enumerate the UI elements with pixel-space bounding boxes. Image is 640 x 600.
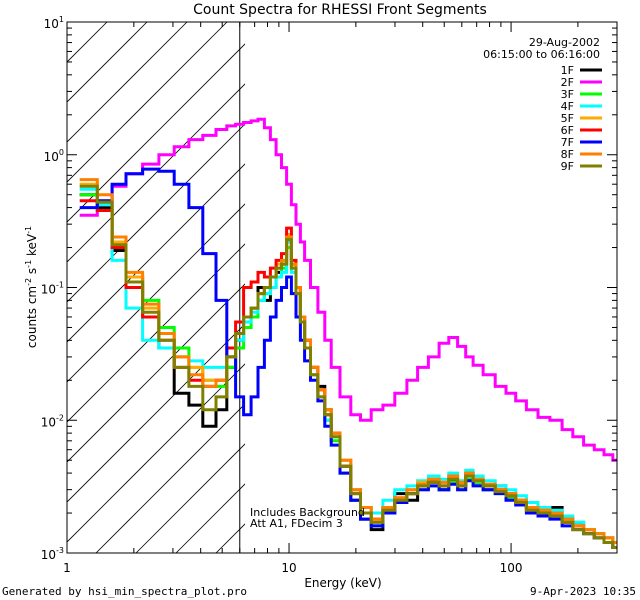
- chart-title: Count Spectra for RHESSI Front Segments: [193, 2, 487, 18]
- hatch-line: [67, 163, 245, 343]
- y-tick-label: 101: [44, 15, 64, 31]
- hatch-line: [67, 363, 245, 543]
- generated-by-label: Generated by hsi_min_spectra_plot.pro: [2, 585, 247, 598]
- x-tick-label: 1: [63, 561, 71, 575]
- hatch-line: [67, 22, 228, 183]
- hatch-line: [67, 43, 245, 223]
- series-line-8F: [79, 178, 617, 544]
- time-range-label: 06:15:00 to 06:16:00: [483, 48, 600, 61]
- series-line-9F: [79, 184, 617, 549]
- hatch-line: [67, 323, 245, 503]
- y-tick-labels: 10-3 10-2 10-1 100 101: [41, 15, 64, 562]
- series-line-2F: [79, 117, 617, 462]
- y-tick-label: 10-1: [41, 281, 64, 297]
- x-tick-label: 10: [281, 561, 296, 575]
- x-axis-label: Energy (keV): [304, 576, 381, 590]
- legend-label: 6F: [561, 124, 574, 137]
- annotation-attenuator: Att A1, FDecim 3: [250, 517, 343, 530]
- legend-label: 5F: [561, 112, 574, 125]
- x-tick-labels: 1 10 100: [63, 561, 522, 575]
- hatch-line: [67, 123, 245, 303]
- hatch-line: [67, 283, 245, 463]
- legend-label: 3F: [561, 88, 574, 101]
- legend-label: 2F: [561, 76, 574, 89]
- axis-ticks: [66, 21, 618, 554]
- y-axis-label: counts cm-2 s-1 keV-1: [24, 226, 39, 348]
- y-tick-label: 10-2: [41, 413, 64, 429]
- legend-label: 4F: [561, 100, 574, 113]
- hatch-line: [135, 443, 245, 553]
- hatch-line: [67, 203, 245, 383]
- legend-label: 7F: [561, 136, 574, 149]
- series-lines: [79, 117, 617, 549]
- hatch-line: [67, 83, 245, 263]
- timestamp-label: 9-Apr-2023 10:35: [530, 585, 636, 598]
- series-line-7F: [79, 167, 617, 549]
- annotation-background: Includes Background: [250, 506, 365, 519]
- y-tick-label: 10-3: [41, 546, 64, 562]
- legend-label: 1F: [561, 64, 574, 77]
- hatch-line: [95, 403, 245, 553]
- legend-label: 9F: [561, 160, 574, 173]
- hatch-line: [215, 523, 245, 553]
- y-tick-label: 100: [44, 148, 64, 164]
- hatch-line: [67, 22, 188, 143]
- hatch-line: [67, 243, 245, 423]
- x-tick-label: 100: [500, 561, 523, 575]
- legend-label: 8F: [561, 148, 574, 161]
- date-label: 29-Aug-2002: [529, 36, 600, 49]
- excluded-region-hatch: [67, 22, 245, 553]
